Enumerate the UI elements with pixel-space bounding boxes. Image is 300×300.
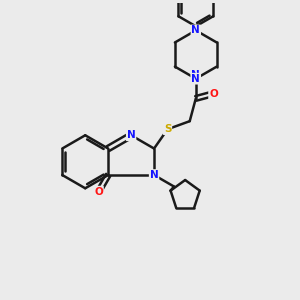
Text: N: N xyxy=(191,70,200,80)
Text: N: N xyxy=(191,74,200,84)
Text: N: N xyxy=(191,26,200,35)
Text: N: N xyxy=(150,170,158,180)
Text: O: O xyxy=(209,89,218,99)
Text: S: S xyxy=(164,124,171,134)
Text: N: N xyxy=(127,130,136,140)
Text: O: O xyxy=(94,187,103,196)
